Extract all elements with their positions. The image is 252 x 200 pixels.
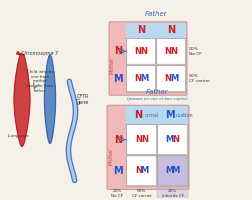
- Text: CFTR
gene: CFTR gene: [77, 94, 89, 105]
- Text: 25%
No CF: 25% No CF: [111, 189, 123, 198]
- Text: M: M: [140, 74, 148, 83]
- Text: N: N: [141, 135, 148, 144]
- Text: Father: Father: [145, 11, 167, 17]
- Text: Long arm: Long arm: [8, 134, 28, 138]
- Text: N: N: [134, 110, 143, 120]
- Text: M: M: [113, 166, 123, 176]
- FancyBboxPatch shape: [127, 38, 155, 64]
- Text: 50%
CF carrier: 50% CF carrier: [189, 74, 210, 83]
- FancyBboxPatch shape: [127, 125, 156, 154]
- Text: Father: Father: [146, 89, 168, 95]
- Text: N: N: [114, 46, 122, 56]
- FancyBboxPatch shape: [126, 23, 186, 38]
- FancyBboxPatch shape: [157, 188, 188, 200]
- FancyBboxPatch shape: [109, 22, 187, 95]
- Text: N: N: [135, 74, 142, 83]
- FancyBboxPatch shape: [127, 66, 155, 92]
- Text: N: N: [141, 47, 147, 56]
- Text: N: N: [137, 25, 145, 35]
- Text: Mother: Mother: [109, 148, 113, 165]
- FancyBboxPatch shape: [157, 66, 185, 92]
- Text: Chromosome 7: Chromosome 7: [21, 51, 58, 56]
- Text: N: N: [135, 47, 142, 56]
- Text: N: N: [135, 135, 142, 144]
- Text: M: M: [165, 110, 174, 120]
- Text: 25%
inherits CF: 25% inherits CF: [162, 189, 183, 198]
- Text: M: M: [171, 166, 180, 175]
- Text: Mother: Mother: [110, 57, 114, 74]
- Text: Child inherits
one from
mother
and one from
father: Child inherits one from mother and one f…: [26, 70, 54, 93]
- Text: N: N: [172, 135, 179, 144]
- FancyBboxPatch shape: [157, 38, 185, 64]
- Text: N: N: [114, 135, 122, 145]
- Text: M: M: [165, 166, 174, 175]
- Text: M: M: [170, 74, 178, 83]
- Text: ormal: ormal: [144, 113, 159, 118]
- Text: M: M: [165, 135, 174, 144]
- FancyBboxPatch shape: [126, 106, 188, 124]
- Text: M: M: [140, 166, 149, 175]
- Text: 50%
CF carrier: 50% CF carrier: [132, 189, 151, 198]
- Text: 50%
No CF: 50% No CF: [189, 47, 202, 56]
- Text: N: N: [165, 74, 172, 83]
- Text: M: M: [113, 74, 123, 84]
- FancyBboxPatch shape: [107, 105, 189, 189]
- Polygon shape: [14, 52, 30, 146]
- Polygon shape: [44, 55, 55, 143]
- FancyBboxPatch shape: [158, 156, 187, 186]
- Text: N: N: [167, 25, 175, 35]
- Text: utation: utation: [175, 113, 193, 118]
- Text: N: N: [171, 47, 177, 56]
- FancyBboxPatch shape: [158, 125, 187, 154]
- Text: (passes on one of two copies): (passes on one of two copies): [127, 97, 187, 101]
- Text: N: N: [135, 166, 142, 175]
- Text: N: N: [165, 47, 172, 56]
- FancyBboxPatch shape: [127, 156, 156, 186]
